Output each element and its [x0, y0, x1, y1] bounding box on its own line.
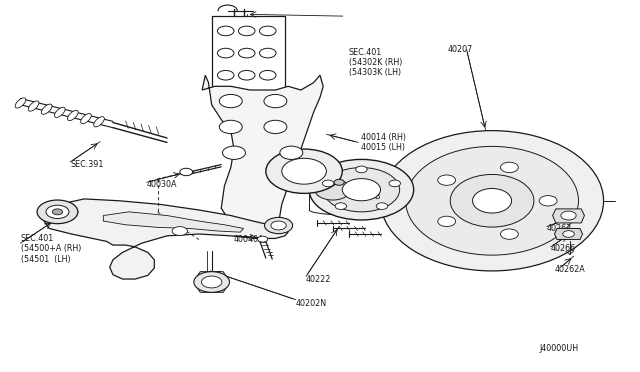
Ellipse shape	[68, 110, 78, 121]
Text: 40030A: 40030A	[147, 180, 177, 189]
Circle shape	[334, 179, 344, 185]
Circle shape	[37, 200, 78, 224]
Text: 40202N: 40202N	[296, 299, 327, 308]
Ellipse shape	[42, 104, 52, 114]
Ellipse shape	[381, 131, 604, 271]
Circle shape	[561, 211, 576, 220]
Circle shape	[309, 160, 413, 220]
Circle shape	[280, 146, 303, 160]
Circle shape	[389, 180, 401, 187]
Circle shape	[259, 48, 276, 58]
Text: 40266: 40266	[550, 244, 576, 253]
Circle shape	[438, 175, 456, 185]
Text: 40040B: 40040B	[351, 192, 381, 201]
Circle shape	[264, 94, 287, 108]
Circle shape	[264, 120, 287, 134]
Circle shape	[220, 120, 243, 134]
Circle shape	[259, 70, 276, 80]
Polygon shape	[196, 272, 228, 292]
Text: 40014 (RH)
40015 (LH): 40014 (RH) 40015 (LH)	[362, 133, 406, 152]
Circle shape	[218, 26, 234, 36]
Circle shape	[194, 272, 230, 292]
Circle shape	[282, 158, 326, 184]
Circle shape	[218, 70, 234, 80]
Circle shape	[239, 26, 255, 36]
Circle shape	[172, 227, 188, 235]
Circle shape	[563, 231, 574, 237]
Circle shape	[342, 179, 381, 201]
Circle shape	[315, 179, 351, 200]
Ellipse shape	[93, 117, 104, 127]
Polygon shape	[554, 228, 582, 240]
Circle shape	[220, 94, 243, 108]
Polygon shape	[552, 209, 584, 223]
Polygon shape	[103, 212, 244, 232]
Text: 40207: 40207	[447, 45, 473, 54]
Polygon shape	[43, 199, 288, 279]
Circle shape	[239, 70, 255, 80]
Text: 40262: 40262	[547, 224, 572, 233]
Circle shape	[266, 149, 342, 193]
Ellipse shape	[15, 98, 26, 108]
Ellipse shape	[450, 174, 534, 227]
Text: 40040A: 40040A	[234, 235, 264, 244]
Text: 40222: 40222	[306, 275, 332, 283]
Circle shape	[223, 146, 246, 160]
Text: SEC.391: SEC.391	[70, 160, 104, 169]
Circle shape	[257, 236, 268, 242]
Circle shape	[52, 209, 63, 215]
Ellipse shape	[28, 101, 39, 111]
Circle shape	[323, 180, 334, 187]
Circle shape	[264, 217, 292, 234]
Circle shape	[271, 221, 286, 230]
Ellipse shape	[54, 107, 65, 118]
Circle shape	[335, 203, 346, 209]
Polygon shape	[202, 75, 323, 238]
Circle shape	[259, 26, 276, 36]
Circle shape	[180, 168, 193, 176]
Circle shape	[500, 229, 518, 239]
Ellipse shape	[406, 147, 579, 255]
Circle shape	[438, 216, 456, 227]
Circle shape	[46, 205, 69, 218]
Circle shape	[239, 48, 255, 58]
Text: SEC.401
(54500+A (RH)
(54501  (LH): SEC.401 (54500+A (RH) (54501 (LH)	[20, 234, 81, 264]
Ellipse shape	[472, 189, 511, 213]
Text: SEC.401
(54302K (RH)
(54303K (LH): SEC.401 (54302K (RH) (54303K (LH)	[349, 48, 402, 77]
Circle shape	[356, 166, 367, 173]
Circle shape	[202, 276, 222, 288]
Circle shape	[540, 196, 557, 206]
Ellipse shape	[81, 113, 92, 124]
Text: J40000UH: J40000UH	[540, 344, 579, 353]
Circle shape	[218, 48, 234, 58]
Circle shape	[323, 167, 399, 212]
Circle shape	[376, 203, 388, 209]
Text: 40262A: 40262A	[554, 264, 585, 273]
Circle shape	[500, 162, 518, 173]
